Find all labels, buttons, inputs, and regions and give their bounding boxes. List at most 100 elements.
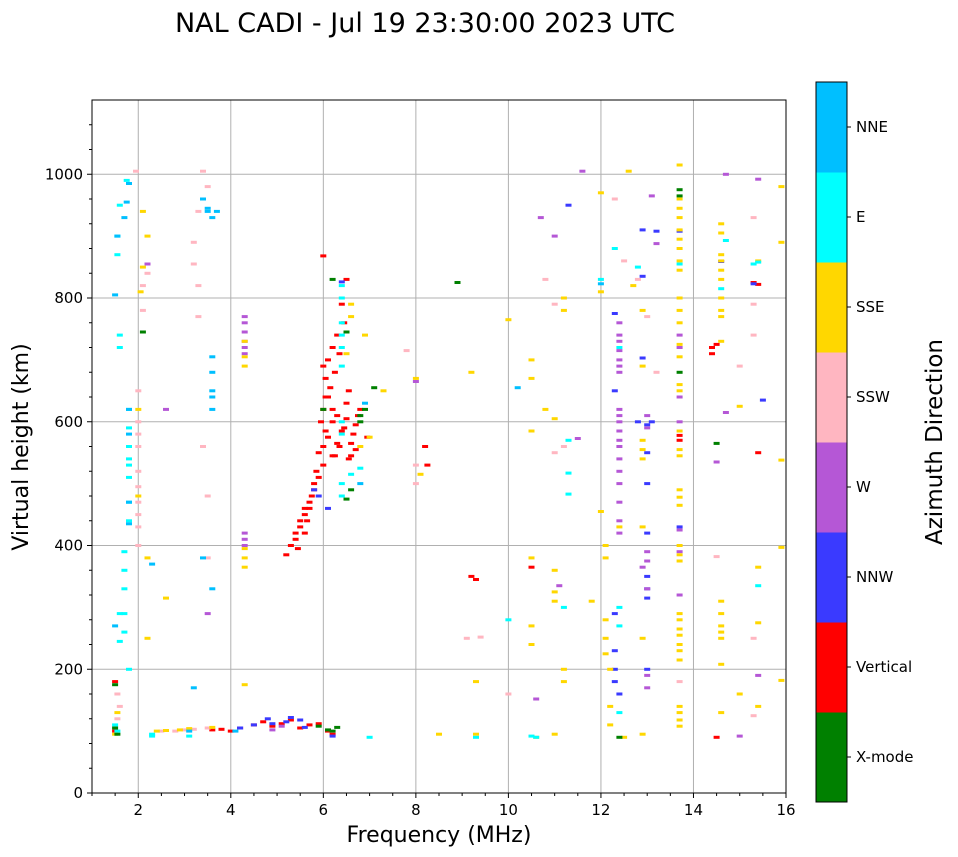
echo-point bbox=[320, 445, 327, 448]
echo-point bbox=[597, 282, 604, 286]
echo-point bbox=[186, 727, 193, 731]
echo-point bbox=[204, 612, 211, 616]
echo-point bbox=[616, 358, 623, 362]
echo-point bbox=[135, 420, 142, 424]
echo-point bbox=[621, 259, 628, 263]
echo-point bbox=[287, 544, 294, 547]
echo-point bbox=[644, 559, 651, 563]
echo-point bbox=[755, 260, 762, 264]
echo-point bbox=[232, 729, 239, 733]
echo-point bbox=[579, 169, 586, 173]
echo-point bbox=[676, 420, 683, 424]
echo-point bbox=[227, 729, 234, 733]
echo-point bbox=[209, 728, 216, 732]
echo-point bbox=[209, 389, 216, 393]
echo-point bbox=[329, 734, 336, 738]
colorbar-label: Vertical bbox=[856, 658, 912, 676]
echo-point bbox=[755, 621, 762, 625]
echo-point bbox=[565, 203, 572, 207]
echo-point bbox=[123, 200, 130, 204]
echo-point bbox=[718, 268, 725, 272]
echo-point bbox=[144, 556, 151, 560]
echo-point bbox=[676, 649, 683, 653]
echo-point bbox=[639, 364, 646, 368]
echo-point bbox=[362, 407, 368, 411]
echo-point bbox=[320, 364, 327, 368]
echo-point bbox=[676, 197, 683, 201]
x-tick-label: 10 bbox=[499, 801, 518, 819]
colorbar-segment bbox=[816, 622, 847, 713]
echo-point bbox=[676, 237, 683, 241]
echo-point bbox=[676, 321, 683, 325]
echo-point bbox=[112, 723, 119, 727]
echo-point bbox=[114, 717, 121, 721]
echo-point bbox=[616, 414, 623, 418]
echo-point bbox=[116, 704, 123, 708]
echo-point bbox=[551, 417, 558, 421]
echo-point bbox=[366, 735, 373, 739]
echo-point bbox=[718, 287, 725, 291]
echo-point bbox=[345, 457, 352, 461]
echo-point bbox=[718, 308, 725, 312]
echo-point bbox=[644, 673, 651, 677]
echo-point bbox=[505, 318, 512, 322]
echo-point bbox=[338, 432, 345, 436]
echo-point bbox=[412, 380, 419, 383]
echo-point bbox=[200, 445, 206, 448]
echo-point bbox=[676, 680, 683, 684]
echo-point bbox=[308, 494, 315, 498]
echo-point bbox=[329, 420, 336, 424]
x-tick-label: 14 bbox=[684, 801, 703, 819]
echo-point bbox=[126, 445, 132, 448]
echo-point bbox=[200, 556, 206, 560]
echo-point bbox=[269, 722, 276, 726]
echo-point bbox=[718, 662, 725, 666]
echo-point bbox=[241, 683, 248, 687]
echo-point bbox=[778, 185, 785, 189]
colorbar-label: NNE bbox=[856, 118, 888, 136]
echo-point bbox=[343, 497, 350, 501]
echo-point bbox=[338, 482, 345, 486]
echo-point bbox=[676, 395, 683, 399]
echo-point bbox=[121, 587, 128, 591]
echo-point bbox=[528, 643, 535, 646]
echo-point bbox=[676, 711, 683, 715]
echo-point bbox=[241, 556, 248, 560]
echo-point bbox=[556, 584, 563, 588]
echo-point bbox=[611, 389, 618, 393]
y-tick-label: 600 bbox=[54, 413, 83, 431]
echo-point bbox=[336, 352, 343, 356]
echo-point bbox=[736, 734, 743, 738]
echo-point bbox=[676, 262, 683, 266]
echo-point bbox=[778, 545, 785, 549]
echo-point bbox=[676, 389, 683, 393]
echo-point bbox=[114, 692, 121, 696]
echo-point bbox=[722, 172, 729, 176]
echo-point bbox=[357, 482, 364, 486]
echo-point bbox=[297, 726, 304, 730]
echo-point bbox=[338, 296, 345, 300]
colorbar-title: Azimuth Direction bbox=[922, 339, 948, 545]
echo-point bbox=[676, 370, 683, 374]
echo-point bbox=[676, 495, 683, 499]
echo-point bbox=[611, 612, 618, 616]
echo-point bbox=[325, 435, 331, 439]
echo-point bbox=[644, 531, 651, 535]
echo-point bbox=[313, 469, 320, 473]
echo-point bbox=[144, 636, 151, 640]
colorbar-label: SSW bbox=[856, 388, 890, 406]
echo-point bbox=[634, 277, 641, 281]
echo-point bbox=[528, 429, 535, 433]
echo-point bbox=[736, 692, 743, 696]
echo-point bbox=[135, 500, 142, 504]
echo-point bbox=[116, 612, 123, 616]
echo-point bbox=[639, 438, 646, 442]
echo-point bbox=[565, 438, 572, 442]
echo-point bbox=[412, 482, 419, 486]
echo-point bbox=[616, 735, 623, 739]
echo-point bbox=[318, 420, 324, 424]
echo-point bbox=[116, 346, 123, 349]
echo-point bbox=[306, 506, 313, 510]
echo-point bbox=[241, 355, 248, 359]
echo-point bbox=[329, 732, 336, 736]
